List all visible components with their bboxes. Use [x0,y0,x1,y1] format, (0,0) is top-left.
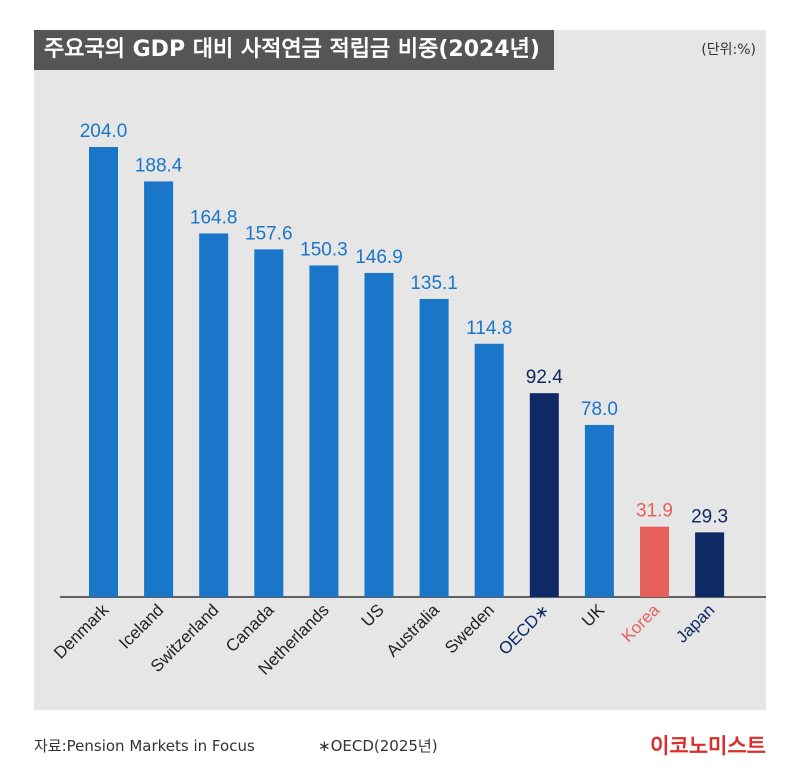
x-tick-label: Iceland [115,600,167,652]
x-tick-label: Denmark [50,600,113,663]
bar-us [364,272,394,597]
data-label: 188.4 [135,155,183,176]
x-tick-label: Sweden [441,600,498,657]
bar-uk [584,424,614,597]
bar-netherlands [309,265,339,597]
bar-japan [695,532,725,597]
bar-oecd [529,393,559,597]
data-label: 92.4 [526,367,563,388]
x-tick-label: Canada [222,600,278,656]
source-note: 자료:Pension Markets in Focus [34,737,255,755]
bar-korea [640,526,669,597]
bar-canada [254,249,284,597]
bar-sweden [474,343,504,597]
data-label: 164.8 [190,207,238,228]
chart-title: 주요국의 GDP 대비 사적연금 적립금 비중(2024년) [34,30,554,70]
data-label: 150.3 [300,239,348,260]
bar-iceland [144,181,174,598]
data-label: 204.0 [80,121,128,142]
bar-denmark [89,147,118,597]
data-label: 29.3 [691,506,728,527]
x-tick-label: Japan [672,600,718,646]
bar-switzerland [199,233,229,597]
x-tick-label: UK [578,600,609,631]
chart-header: 주요국의 GDP 대비 사적연금 적립금 비중(2024년) (단위:%) [34,30,766,70]
x-tick-label: US [358,600,388,630]
oecd-footnote: ∗OECD(2025년) [318,737,438,755]
data-label: 114.8 [466,318,512,339]
x-tick-label: OECD∗ [495,600,553,658]
bar-australia [419,298,449,597]
x-tick-label: Korea [618,600,664,646]
data-label: 78.0 [581,399,618,420]
x-tick-label: Australia [383,600,444,661]
data-label: 157.6 [245,223,293,244]
publisher-logo: 이코노미스트 [650,734,766,758]
data-label: 31.9 [636,501,673,522]
data-label: 135.1 [410,273,458,294]
unit-label: (단위:%) [701,42,756,58]
data-label: 146.9 [355,247,403,268]
